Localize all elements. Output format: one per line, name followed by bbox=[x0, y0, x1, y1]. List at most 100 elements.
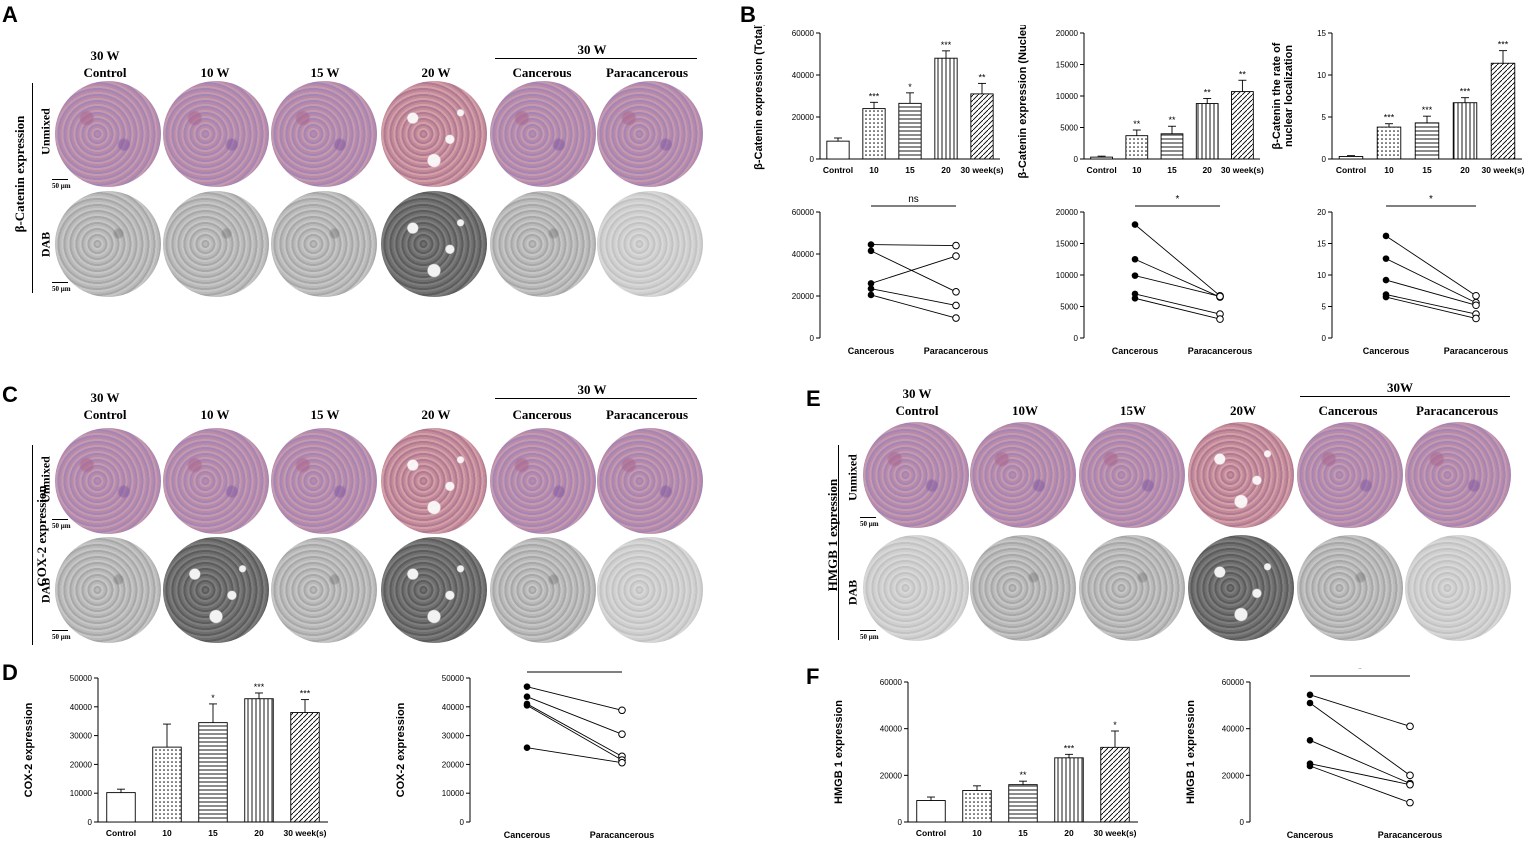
pair-line bbox=[1385, 294, 1477, 315]
scale-bar: 50 μm bbox=[52, 179, 71, 190]
pair-line bbox=[526, 686, 623, 711]
tissue-image-unmixed bbox=[970, 422, 1076, 528]
y-axis-label: β-Catenin expression (Nucleus) bbox=[1017, 25, 1029, 179]
point-cancerous bbox=[1382, 255, 1390, 262]
bar bbox=[1160, 133, 1184, 160]
x-tick-label: 30 week(s) bbox=[961, 165, 1004, 175]
tissue-image-dab bbox=[1188, 535, 1294, 641]
row-label-dab: DAB bbox=[38, 231, 53, 258]
x-tick-label: 10 bbox=[162, 828, 172, 838]
bar bbox=[1100, 746, 1130, 823]
tissue-image-unmixed bbox=[55, 81, 161, 187]
x-tick-label: 15 bbox=[208, 828, 218, 838]
x-tick-label: Cancerous bbox=[848, 346, 895, 356]
significance-label: ** bbox=[1019, 770, 1027, 780]
bar bbox=[1195, 103, 1219, 160]
pair-line bbox=[1385, 258, 1477, 304]
pair-line bbox=[1134, 224, 1221, 297]
x-tick-label: 15 bbox=[905, 165, 915, 175]
y-tick-label: 5 bbox=[1322, 303, 1327, 312]
y-tick-label: 30000 bbox=[442, 732, 465, 741]
point-cancerous bbox=[867, 280, 875, 287]
panel-letter-d: D bbox=[2, 660, 18, 685]
y-tick-label: 10 bbox=[1317, 71, 1326, 80]
point-paracancerous bbox=[618, 758, 626, 767]
y-tick-label: 0 bbox=[1074, 155, 1079, 164]
point-cancerous bbox=[1131, 255, 1139, 263]
significance-label: ** bbox=[1204, 88, 1212, 98]
significance-label: * bbox=[908, 82, 912, 92]
significance-label: * bbox=[573, 668, 577, 671]
chart-b-nucleus: 0 5000 10000 15000 20000 β-Catenin expression… bbox=[1017, 25, 1264, 179]
y-tick-label: 50000 bbox=[70, 674, 93, 683]
pair-line bbox=[526, 703, 623, 757]
point-cancerous bbox=[1306, 737, 1314, 744]
bar bbox=[962, 790, 992, 823]
chart-d-paired: 0 10000 20000 30000 40000 50000 COX-2 expressi… bbox=[395, 668, 654, 840]
header-20w: 20W bbox=[1230, 403, 1256, 418]
chart-b-rate: 0 5 10 15 β-Catenin the rate of nuclear local… bbox=[1272, 29, 1525, 175]
tissue-image-unmixed bbox=[381, 428, 487, 534]
pair-line bbox=[526, 696, 623, 735]
header-15w: 15W bbox=[1120, 403, 1146, 418]
pair-line bbox=[1309, 694, 1411, 727]
panel-letter-f: F bbox=[806, 664, 820, 689]
pair-line bbox=[870, 294, 957, 319]
significance-label: *** bbox=[1384, 113, 1395, 123]
group-line bbox=[495, 58, 697, 59]
x-tick-label: Control bbox=[1336, 165, 1366, 175]
header-paracancerous: Paracancerous bbox=[605, 407, 689, 422]
tissue-image-unmixed bbox=[1188, 422, 1294, 528]
header-control-top: 30 W bbox=[90, 390, 120, 405]
bar bbox=[1338, 156, 1364, 160]
tissue-image-unmixed bbox=[271, 428, 377, 534]
bar bbox=[106, 792, 136, 823]
point-paracancerous bbox=[618, 730, 626, 738]
pair-line bbox=[1309, 763, 1411, 786]
chart-f-paired: 0 20000 40000 60000 HMGB 1 expression * Cancer… bbox=[1185, 668, 1442, 840]
header-20w: 20 W bbox=[421, 65, 451, 80]
point-paracancerous bbox=[1406, 798, 1414, 807]
significance-label: *** bbox=[941, 40, 952, 50]
point-paracancerous bbox=[1472, 314, 1480, 323]
tissue-image-dab bbox=[271, 191, 377, 297]
side-line-c bbox=[32, 445, 33, 645]
header-group-30w: 30 W bbox=[577, 382, 607, 397]
tissue-image-dab bbox=[597, 191, 703, 297]
point-cancerous bbox=[523, 744, 531, 751]
point-cancerous bbox=[1131, 221, 1139, 228]
y-tick-label: 20 bbox=[1317, 208, 1326, 217]
point-paracancerous bbox=[952, 288, 960, 296]
header-control: Control bbox=[83, 65, 127, 80]
point-paracancerous bbox=[952, 301, 960, 310]
pair-line bbox=[870, 250, 957, 293]
point-cancerous bbox=[1382, 276, 1390, 284]
x-tick-label: Cancerous bbox=[1112, 346, 1159, 356]
tissue-image-dab bbox=[381, 191, 487, 297]
header-10w: 10 W bbox=[200, 65, 230, 80]
y-tick-label: 60000 bbox=[1222, 678, 1245, 687]
point-paracancerous bbox=[952, 241, 960, 250]
chart-f-bars: 0 20000 40000 60000 HMGB 1 expression Control… bbox=[833, 678, 1138, 838]
y-tick-label: 20000 bbox=[1056, 208, 1079, 217]
header-group-30w: 30 W bbox=[577, 42, 607, 57]
significance-label: *** bbox=[254, 682, 265, 692]
point-paracancerous bbox=[1216, 315, 1224, 323]
y-tick-label: 20000 bbox=[70, 760, 93, 769]
pair-line bbox=[1309, 702, 1411, 776]
y-tick-label: 0 bbox=[1240, 818, 1245, 827]
point-paracancerous bbox=[952, 252, 960, 260]
significance-label: * bbox=[211, 693, 215, 703]
x-tick-label: 20 bbox=[1460, 165, 1470, 175]
tissue-image-dab bbox=[163, 191, 269, 297]
x-tick-label: 10 bbox=[1132, 165, 1142, 175]
x-tick-label: 20 bbox=[1202, 165, 1212, 175]
point-cancerous bbox=[523, 683, 531, 690]
tissue-image-dab bbox=[55, 191, 161, 297]
tissue-image-unmixed bbox=[863, 422, 969, 528]
pair-line bbox=[1385, 296, 1477, 319]
y-tick-label: 15000 bbox=[1056, 61, 1079, 70]
bar bbox=[152, 746, 182, 823]
header-control-top: 30 W bbox=[902, 386, 932, 401]
bar bbox=[826, 140, 850, 160]
